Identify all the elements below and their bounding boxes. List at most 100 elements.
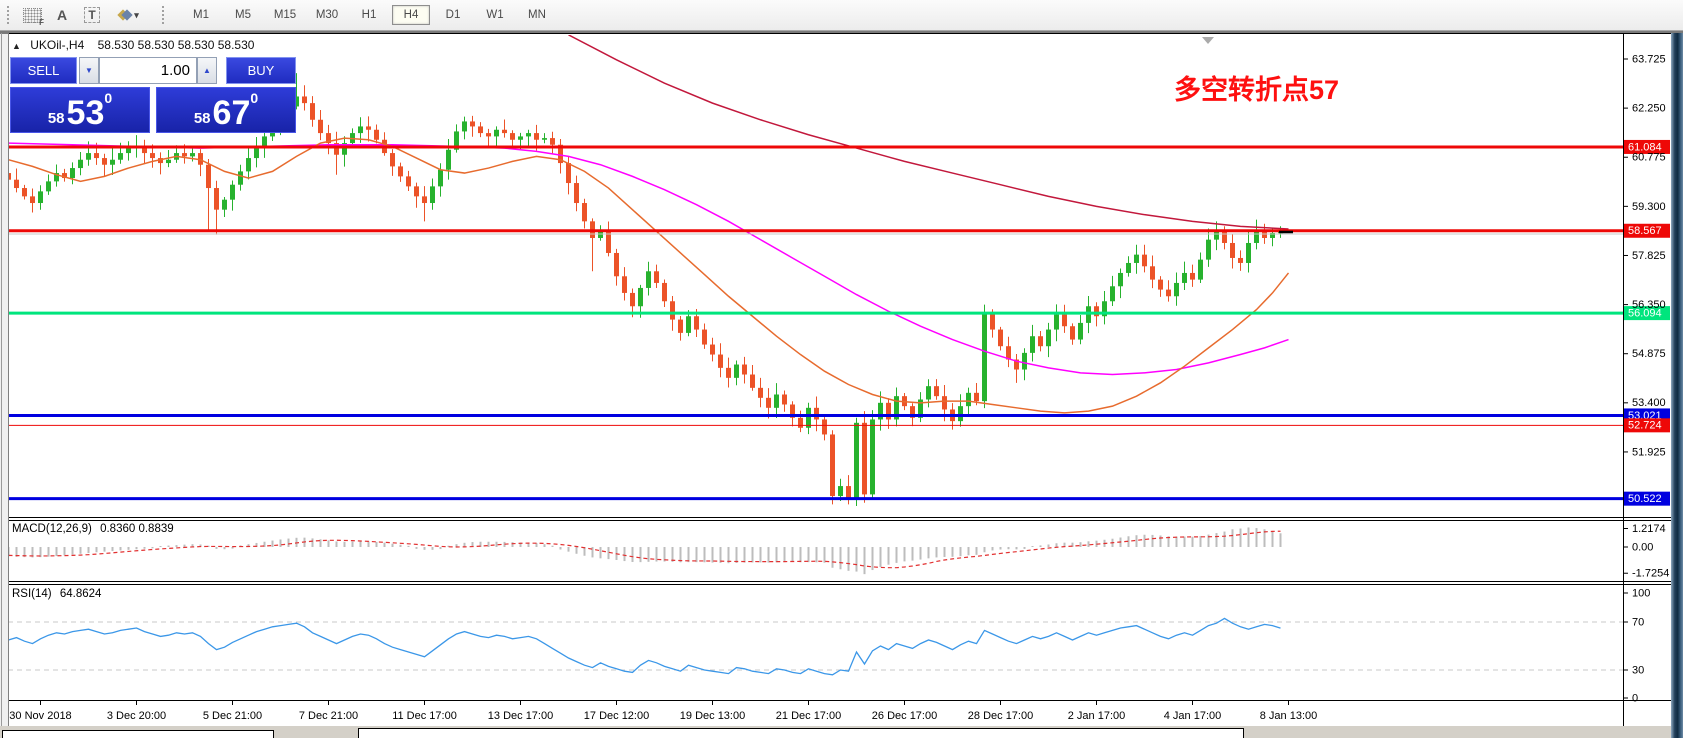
- toolbar: F A T ▾ M1 M5 M15 M30 H1 H4 D1 W1 MN: [0, 0, 1683, 31]
- svg-text:0: 0: [1632, 692, 1638, 704]
- volume-decrease-button[interactable]: ▼: [79, 57, 99, 84]
- svg-text:56.094: 56.094: [1628, 308, 1662, 320]
- ohlc-values: 58.530 58.530 58.530 58.530: [97, 38, 255, 52]
- tf-button-mn[interactable]: MN: [528, 9, 546, 21]
- a-glyph: A: [56, 7, 68, 23]
- tf-button-m1[interactable]: M1: [193, 9, 209, 21]
- svg-text:54.875: 54.875: [1632, 348, 1666, 360]
- level-price-badge: [1624, 491, 1670, 506]
- partial-window-2: [358, 728, 1244, 738]
- buy-price-sup: 0: [250, 90, 259, 106]
- svg-text:51.925: 51.925: [1632, 446, 1666, 458]
- svg-text:13 Dec 17:00: 13 Dec 17:00: [488, 710, 553, 722]
- svg-text:58.567: 58.567: [1628, 225, 1662, 237]
- chart-shift-marker: [1202, 37, 1214, 44]
- svg-text:5 Dec 21:00: 5 Dec 21:00: [203, 710, 262, 722]
- svg-text:100: 100: [1632, 587, 1650, 599]
- svg-text:57.825: 57.825: [1632, 250, 1666, 262]
- grid-glyph: [22, 7, 42, 23]
- svg-text:28 Dec 17:00: 28 Dec 17:00: [968, 710, 1033, 722]
- svg-text:26 Dec 17:00: 26 Dec 17:00: [872, 710, 937, 722]
- level-price-badge: [1624, 223, 1670, 238]
- svg-text:60.775: 60.775: [1632, 152, 1666, 164]
- partial-window-1: [2, 730, 274, 738]
- tf-button-m15[interactable]: M15: [273, 9, 297, 21]
- level-price-badge: [1624, 418, 1670, 433]
- candles-group: [9, 73, 1283, 507]
- svg-text:21 Dec 17:00: 21 Dec 17:00: [776, 710, 841, 722]
- tf-button-d1[interactable]: D1: [445, 9, 461, 21]
- svg-text:3 Dec 20:00: 3 Dec 20:00: [107, 710, 166, 722]
- svg-text:70: 70: [1632, 616, 1644, 628]
- sell-price-big: 53: [66, 94, 105, 132]
- svg-text:4 Jan 17:00: 4 Jan 17:00: [1164, 710, 1222, 722]
- svg-text:2 Jan 17:00: 2 Jan 17:00: [1068, 710, 1126, 722]
- tf-button-h1[interactable]: H1: [361, 9, 377, 21]
- volume-input[interactable]: [99, 57, 197, 84]
- grid-f-label: F: [39, 18, 44, 27]
- rsi-line: [9, 617, 1281, 676]
- macd-signal-line: [9, 530, 1281, 569]
- sell-price-sup: 0: [104, 90, 113, 106]
- svg-text:0.00: 0.00: [1632, 541, 1653, 553]
- toolbar-shadow: [0, 31, 1683, 34]
- sell-button[interactable]: SELL: [10, 57, 77, 84]
- toolbar-grip[interactable]: [6, 5, 11, 25]
- rsi-current-value: 64.8624: [59, 588, 102, 600]
- svg-text:53.400: 53.400: [1632, 397, 1666, 409]
- t-glyph: T: [84, 7, 100, 23]
- svg-text:63.725: 63.725: [1632, 53, 1666, 65]
- macd-indicator-label: MACD(12,26,9) 0.8360 0.8839: [12, 523, 174, 535]
- svg-text:30 Nov 2018: 30 Nov 2018: [9, 710, 71, 722]
- text-box-icon[interactable]: T: [79, 3, 105, 27]
- buy-price-small: 58: [193, 110, 211, 127]
- svg-text:1.2174: 1.2174: [1632, 523, 1666, 535]
- rsi-name: RSI(14): [12, 588, 52, 600]
- indicator-grid-icon[interactable]: F: [19, 3, 45, 27]
- buy-price-box[interactable]: 58 67 0: [156, 87, 296, 133]
- svg-text:8 Jan 13:00: 8 Jan 13:00: [1260, 710, 1318, 722]
- buy-price-big: 67: [212, 94, 251, 132]
- chevron-down-icon: ▾: [134, 9, 139, 20]
- text-label-icon[interactable]: A: [49, 3, 75, 27]
- shapes-dropdown-icon[interactable]: ▾: [109, 3, 149, 27]
- svg-text:11 Dec 17:00: 11 Dec 17:00: [392, 710, 457, 722]
- one-click-trade-panel: SELL ▼ ▲ BUY 58 53 0 58 67 0: [10, 57, 296, 133]
- svg-text:62.250: 62.250: [1632, 103, 1666, 115]
- svg-text:61.084: 61.084: [1628, 141, 1662, 153]
- volume-increase-button[interactable]: ▲: [197, 57, 217, 84]
- level-price-badge: [1624, 139, 1670, 154]
- svg-text:7 Dec 21:00: 7 Dec 21:00: [299, 710, 358, 722]
- timeframe-group: M1 M5 M15 M30 H1 H4 D1 W1 MN: [180, 5, 558, 25]
- macd-name: MACD(12,26,9): [12, 523, 92, 535]
- sell-price-small: 58: [47, 110, 65, 127]
- svg-text:59.300: 59.300: [1632, 201, 1666, 213]
- svg-text:52.724: 52.724: [1628, 420, 1662, 432]
- symbol-period-label: UKOil-,H4: [30, 38, 85, 52]
- tf-button-w1[interactable]: W1: [486, 9, 504, 21]
- svg-text:56.350: 56.350: [1632, 299, 1666, 311]
- macd-current-values: 0.8360 0.8839: [100, 523, 174, 535]
- sell-price-box[interactable]: 58 53 0: [10, 87, 150, 133]
- svg-text:30: 30: [1632, 664, 1644, 676]
- svg-text:50.522: 50.522: [1628, 493, 1662, 505]
- panel-collapse-icon[interactable]: ▲: [12, 41, 21, 51]
- chart-title: ▲ UKOil-,H4 58.530 58.530 58.530 58.530: [12, 38, 254, 52]
- toolbar-grip-2[interactable]: [161, 5, 166, 25]
- buy-button[interactable]: BUY: [226, 57, 296, 84]
- bottom-window-strip: [0, 726, 1671, 738]
- tf-button-m30[interactable]: M30: [315, 9, 339, 21]
- svg-text:-1.7254: -1.7254: [1632, 568, 1669, 580]
- tf-button-h4[interactable]: H4: [392, 5, 430, 25]
- ma-mid-line: [9, 142, 1289, 376]
- tf-button-m5[interactable]: M5: [235, 9, 251, 21]
- chart-annotation-text: 多空转折点57: [1174, 75, 1340, 105]
- window-right-edge[interactable]: [1671, 33, 1683, 738]
- level-price-badge: [1624, 306, 1670, 321]
- rsi-indicator-label: RSI(14) 64.8624: [12, 588, 101, 600]
- ma-slow-line: [568, 35, 1289, 230]
- svg-text:17 Dec 12:00: 17 Dec 12:00: [584, 710, 649, 722]
- svg-text:19 Dec 13:00: 19 Dec 13:00: [680, 710, 745, 722]
